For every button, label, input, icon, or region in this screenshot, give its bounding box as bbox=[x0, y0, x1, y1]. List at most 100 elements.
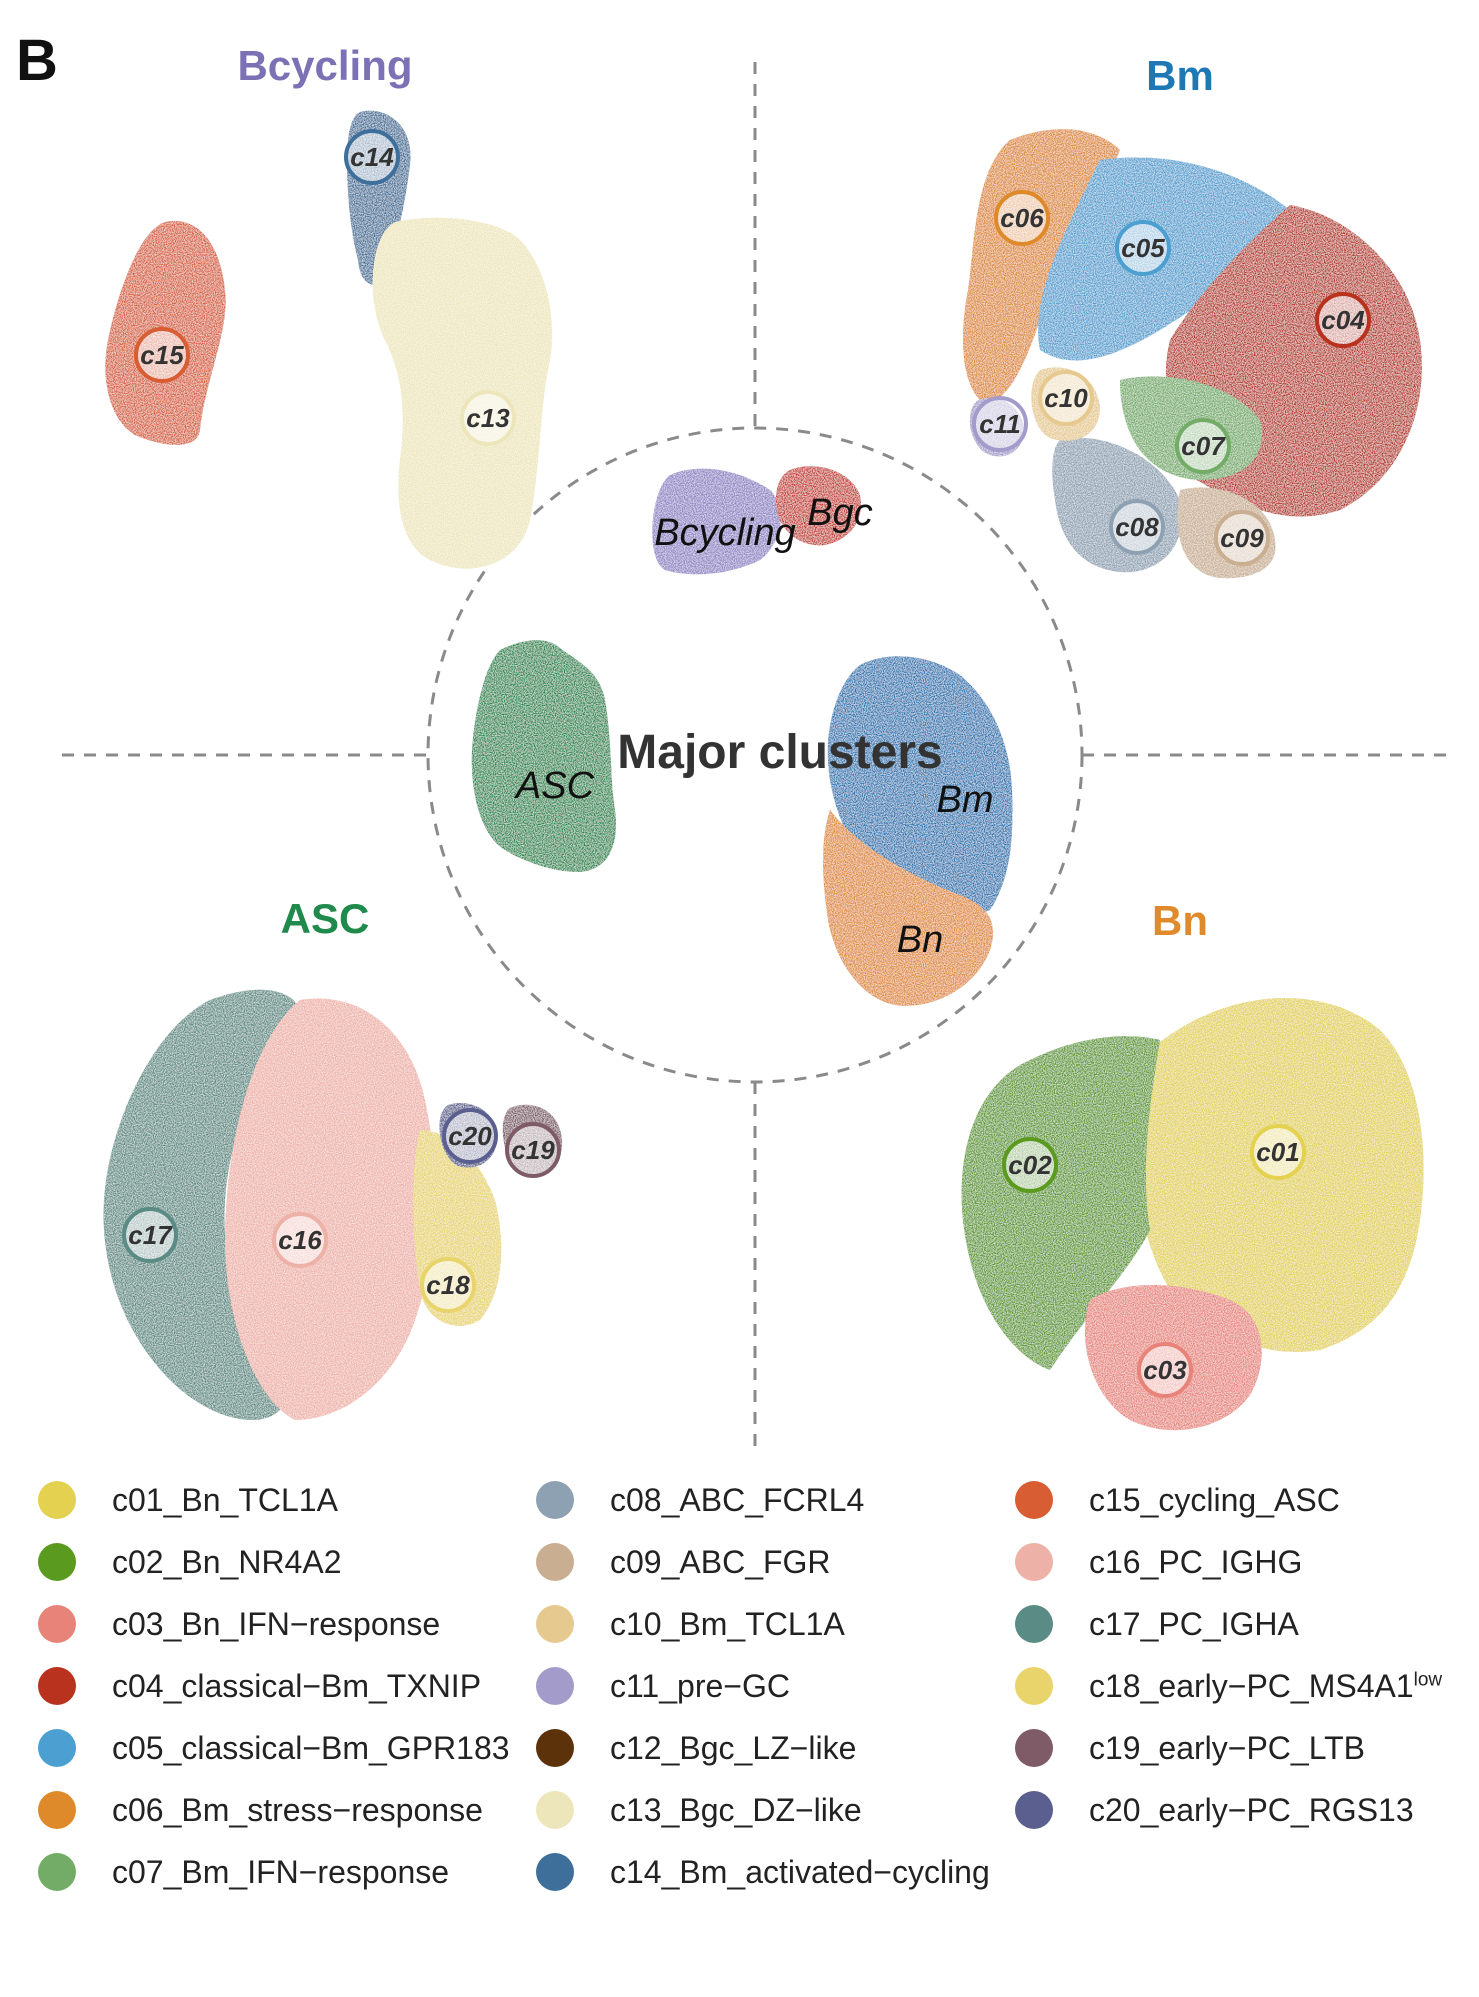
legend-label: c07_Bm_IFN−response bbox=[112, 1853, 450, 1890]
legend-swatch bbox=[536, 1481, 574, 1519]
legend-label: c10_Bm_TCL1A bbox=[610, 1605, 845, 1642]
quadrant-title-bn: Bn bbox=[1152, 897, 1208, 944]
cluster-badge-c03: c03 bbox=[1137, 1342, 1193, 1398]
legend-swatch bbox=[38, 1853, 76, 1891]
cluster-badge-c07: c07 bbox=[1175, 418, 1231, 474]
legend-item-c11: c11_pre−GC bbox=[536, 1666, 790, 1706]
legend-swatch bbox=[536, 1853, 574, 1891]
cluster-badge-circle bbox=[1002, 1137, 1058, 1193]
legend-label: c08_ABC_FCRL4 bbox=[610, 1481, 865, 1518]
cluster-badge-label: c09 bbox=[1220, 523, 1264, 553]
legend-swatch bbox=[1015, 1481, 1053, 1519]
legend-swatch bbox=[1015, 1791, 1053, 1829]
cluster-badge-c05: c05 bbox=[1115, 220, 1171, 276]
legend-swatch bbox=[38, 1543, 76, 1581]
legend-swatch bbox=[38, 1667, 76, 1705]
legend-item-c07: c07_Bm_IFN−response bbox=[38, 1852, 449, 1892]
cluster-badge-label: c14 bbox=[350, 142, 394, 172]
cluster-badge-c17: c17 bbox=[122, 1207, 178, 1263]
cluster-badge-circle bbox=[460, 390, 516, 446]
cluster-badge-c15: c15 bbox=[134, 327, 190, 383]
cluster-badge-label: c17 bbox=[128, 1220, 173, 1250]
legend-label: c02_Bn_NR4A2 bbox=[112, 1543, 342, 1580]
cluster-badge-circle bbox=[442, 1108, 498, 1164]
cluster-badge-circle bbox=[994, 190, 1050, 246]
legend-item-c17: c17_PC_IGHA bbox=[1015, 1604, 1299, 1644]
legend-swatch bbox=[536, 1543, 574, 1581]
cluster-badge-label: c20 bbox=[448, 1121, 492, 1151]
cluster-badge-circle bbox=[972, 396, 1028, 452]
cluster-badge-circle bbox=[1315, 292, 1371, 348]
cluster-badge-circle bbox=[505, 1122, 561, 1178]
legend-item-c15: c15_cycling_ASC bbox=[1015, 1480, 1340, 1520]
cluster-badge-circle bbox=[1250, 1124, 1306, 1180]
legend: c01_Bn_TCL1A c02_Bn_NR4A2 c03_Bn_IFN−respo… bbox=[0, 1480, 1479, 1900]
cluster-badge-label: c04 bbox=[1321, 305, 1365, 335]
cluster-badge-label: c15 bbox=[140, 340, 184, 370]
legend-label: c18_early−PC_MS4A1low bbox=[1089, 1667, 1443, 1704]
cluster-badge-c16: c16 bbox=[272, 1212, 328, 1268]
cluster-badge-label: c03 bbox=[1143, 1355, 1187, 1385]
legend-item-c01: c01_Bn_TCL1A bbox=[38, 1480, 338, 1520]
cluster-badge-c09: c09 bbox=[1214, 510, 1270, 566]
cluster-badge-c14: c14 bbox=[344, 129, 400, 185]
legend-swatch bbox=[536, 1667, 574, 1705]
cluster-badge-circle bbox=[1038, 370, 1094, 426]
quadrant-title-bcycling: Bcycling bbox=[237, 42, 412, 89]
legend-swatch bbox=[1015, 1543, 1053, 1581]
cluster-badge-label: c19 bbox=[511, 1135, 555, 1165]
legend-swatch bbox=[38, 1791, 76, 1829]
cluster-c17-cloud bbox=[103, 989, 300, 1420]
major-cluster-bgc-cloud bbox=[775, 466, 861, 546]
cluster-badge-circle bbox=[1109, 499, 1165, 555]
cluster-badge-circle bbox=[420, 1257, 476, 1313]
legend-swatch bbox=[1015, 1605, 1053, 1643]
legend-swatch bbox=[38, 1605, 76, 1643]
legend-label-superscript: low bbox=[1413, 1668, 1443, 1690]
legend-label: c06_Bm_stress−response bbox=[112, 1791, 483, 1828]
cluster-badge-c02: c02 bbox=[1002, 1137, 1058, 1193]
cluster-badge-label: c18 bbox=[426, 1270, 470, 1300]
legend-swatch bbox=[1015, 1729, 1053, 1767]
cluster-badge-circle bbox=[1214, 510, 1270, 566]
umap-figure: B Bcycling Bm ASC Bn Bcycling Bgc ASC Bm… bbox=[16, 28, 1452, 1452]
legend-label: c03_Bn_IFN−response bbox=[112, 1605, 441, 1642]
cluster-badge-c08: c08 bbox=[1109, 499, 1165, 555]
legend-item-c20: c20_early−PC_RGS13 bbox=[1015, 1790, 1414, 1830]
cluster-badge-c19: c19 bbox=[505, 1122, 561, 1178]
cluster-badge-c01: c01 bbox=[1250, 1124, 1306, 1180]
legend-label: c11_pre−GC bbox=[610, 1667, 790, 1704]
legend-swatch bbox=[536, 1605, 574, 1643]
legend-label: c17_PC_IGHA bbox=[1089, 1605, 1299, 1642]
legend-item-c10: c10_Bm_TCL1A bbox=[536, 1604, 845, 1644]
cluster-badge-circle bbox=[1175, 418, 1231, 474]
cluster-badge-label: c05 bbox=[1121, 233, 1165, 263]
cluster-badge-circle bbox=[122, 1207, 178, 1263]
cluster-badge-label: c02 bbox=[1008, 1150, 1052, 1180]
asc-umap bbox=[103, 989, 563, 1420]
legend-label: c16_PC_IGHG bbox=[1089, 1543, 1303, 1580]
legend-swatch bbox=[38, 1729, 76, 1767]
major-label-bcycling: Bcycling bbox=[654, 512, 796, 554]
major-clusters-title: Major clusters bbox=[617, 726, 942, 779]
legend-label: c19_early−PC_LTB bbox=[1089, 1729, 1365, 1766]
cluster-badge-label: c06 bbox=[1000, 203, 1044, 233]
legend-swatch bbox=[1015, 1667, 1053, 1705]
legend-label: c20_early−PC_RGS13 bbox=[1089, 1791, 1414, 1828]
legend-item-c12: c12_Bgc_LZ−like bbox=[536, 1728, 856, 1768]
cluster-badge-circle bbox=[344, 129, 400, 185]
cluster-badge-c13: c13 bbox=[460, 390, 516, 446]
major-cluster-asc-cloud bbox=[471, 640, 616, 873]
quadrant-title-bm: Bm bbox=[1146, 52, 1214, 99]
cluster-badge-circle bbox=[1115, 220, 1171, 276]
cluster-badge-label: c13 bbox=[466, 403, 510, 433]
quadrant-title-asc: ASC bbox=[281, 895, 370, 942]
major-label-bgc: Bgc bbox=[807, 492, 872, 534]
cluster-badge-c20: c20 bbox=[442, 1108, 498, 1164]
legend-label: c14_Bm_activated−cycling bbox=[610, 1853, 990, 1890]
legend-label: c13_Bgc_DZ−like bbox=[610, 1791, 862, 1828]
major-label-bn: Bn bbox=[897, 919, 943, 961]
legend-item-c14: c14_Bm_activated−cycling bbox=[536, 1852, 990, 1892]
legend-item-c05: c05_classical−Bm_GPR183 bbox=[38, 1728, 510, 1768]
legend-swatch bbox=[38, 1481, 76, 1519]
